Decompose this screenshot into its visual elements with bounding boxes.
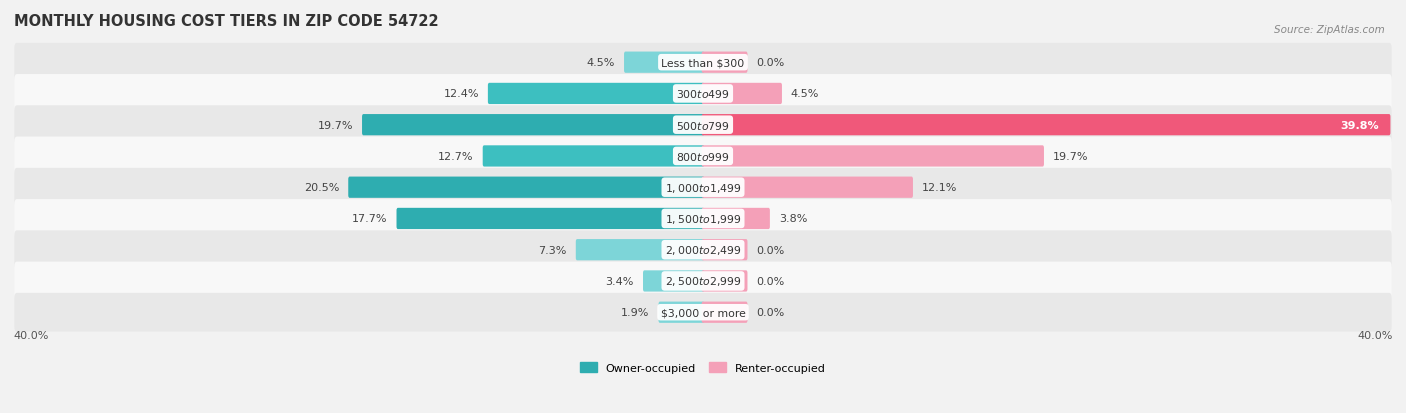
Text: 7.3%: 7.3%: [538, 245, 567, 255]
Text: 12.7%: 12.7%: [439, 152, 474, 161]
Text: 40.0%: 40.0%: [14, 330, 49, 340]
Text: 3.4%: 3.4%: [606, 276, 634, 286]
FancyBboxPatch shape: [488, 83, 704, 105]
Text: $500 to $799: $500 to $799: [676, 119, 730, 131]
Text: $2,500 to $2,999: $2,500 to $2,999: [665, 275, 741, 288]
Text: 20.5%: 20.5%: [304, 183, 339, 193]
FancyBboxPatch shape: [702, 52, 748, 74]
FancyBboxPatch shape: [624, 52, 704, 74]
FancyBboxPatch shape: [702, 240, 748, 261]
Text: 3.8%: 3.8%: [779, 214, 807, 224]
FancyBboxPatch shape: [702, 177, 912, 198]
FancyBboxPatch shape: [14, 75, 1392, 114]
FancyBboxPatch shape: [14, 106, 1392, 145]
FancyBboxPatch shape: [702, 115, 1391, 136]
Text: Less than $300: Less than $300: [661, 58, 745, 68]
FancyBboxPatch shape: [702, 302, 748, 323]
FancyBboxPatch shape: [702, 146, 1045, 167]
Text: 0.0%: 0.0%: [756, 307, 785, 318]
FancyBboxPatch shape: [14, 44, 1392, 82]
Text: 1.9%: 1.9%: [621, 307, 650, 318]
Text: 19.7%: 19.7%: [1053, 152, 1088, 161]
Text: 40.0%: 40.0%: [1357, 330, 1392, 340]
Text: $3,000 or more: $3,000 or more: [661, 307, 745, 318]
FancyBboxPatch shape: [658, 302, 704, 323]
Text: 12.4%: 12.4%: [443, 89, 479, 99]
FancyBboxPatch shape: [349, 177, 704, 198]
Text: $300 to $499: $300 to $499: [676, 88, 730, 100]
Text: 0.0%: 0.0%: [756, 245, 785, 255]
FancyBboxPatch shape: [14, 293, 1392, 332]
Text: $1,000 to $1,499: $1,000 to $1,499: [665, 181, 741, 194]
FancyBboxPatch shape: [14, 137, 1392, 176]
Text: 4.5%: 4.5%: [792, 89, 820, 99]
Text: $800 to $999: $800 to $999: [676, 151, 730, 163]
FancyBboxPatch shape: [14, 231, 1392, 269]
FancyBboxPatch shape: [482, 146, 704, 167]
Text: 17.7%: 17.7%: [352, 214, 388, 224]
Text: $1,500 to $1,999: $1,500 to $1,999: [665, 212, 741, 225]
FancyBboxPatch shape: [361, 115, 704, 136]
FancyBboxPatch shape: [702, 271, 748, 292]
Text: $2,000 to $2,499: $2,000 to $2,499: [665, 244, 741, 256]
FancyBboxPatch shape: [576, 240, 704, 261]
Text: 19.7%: 19.7%: [318, 121, 353, 131]
Text: 0.0%: 0.0%: [756, 276, 785, 286]
FancyBboxPatch shape: [702, 208, 770, 230]
Text: 12.1%: 12.1%: [922, 183, 957, 193]
Legend: Owner-occupied, Renter-occupied: Owner-occupied, Renter-occupied: [581, 362, 825, 373]
FancyBboxPatch shape: [14, 262, 1392, 301]
Text: 4.5%: 4.5%: [586, 58, 614, 68]
Text: Source: ZipAtlas.com: Source: ZipAtlas.com: [1274, 25, 1385, 35]
FancyBboxPatch shape: [702, 83, 782, 105]
Text: 0.0%: 0.0%: [756, 58, 785, 68]
FancyBboxPatch shape: [14, 169, 1392, 207]
Text: 39.8%: 39.8%: [1340, 121, 1379, 131]
FancyBboxPatch shape: [14, 199, 1392, 238]
FancyBboxPatch shape: [643, 271, 704, 292]
FancyBboxPatch shape: [396, 208, 704, 230]
Text: MONTHLY HOUSING COST TIERS IN ZIP CODE 54722: MONTHLY HOUSING COST TIERS IN ZIP CODE 5…: [14, 14, 439, 28]
